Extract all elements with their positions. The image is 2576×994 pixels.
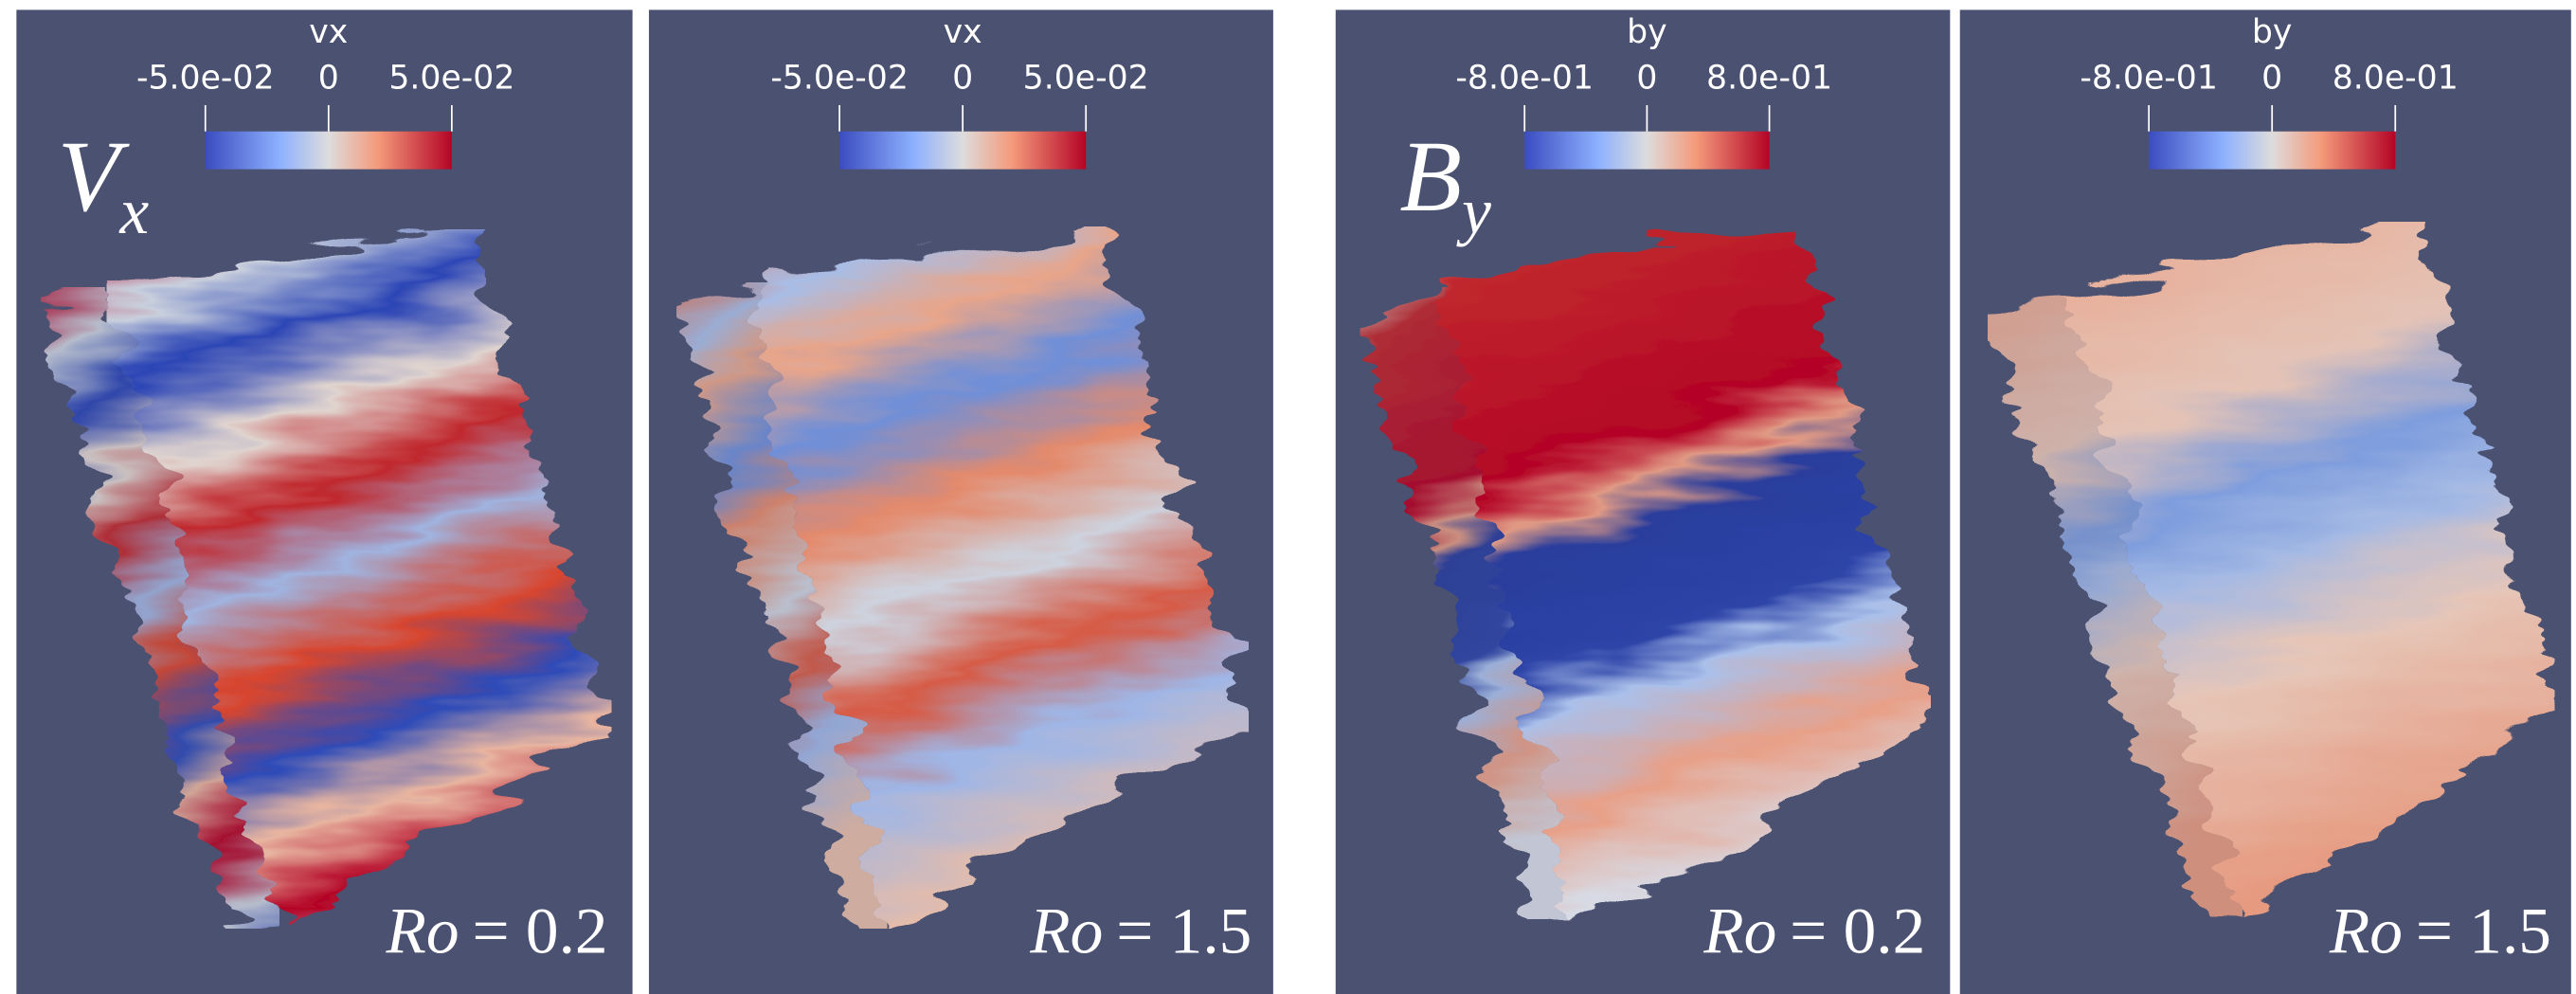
colorbar-title: vx bbox=[944, 13, 982, 51]
rossby-symbol: Ro bbox=[1702, 895, 1776, 968]
rossby-value: = 0.2 bbox=[1790, 895, 1925, 968]
field-subscript: y bbox=[1456, 175, 1491, 248]
rossby-value: = 1.5 bbox=[2416, 895, 2551, 968]
colorbar-title: vx bbox=[309, 13, 348, 51]
colorbar bbox=[1524, 132, 1769, 170]
colorbar-tick-label: 0 bbox=[318, 60, 339, 98]
colorbar-tick-label: 8.0e-01 bbox=[2333, 60, 2459, 98]
colorbar-tick-label: 8.0e-01 bbox=[1706, 60, 1832, 98]
rossby-label: Ro= 0.2 bbox=[1702, 895, 1925, 968]
field-subscript: x bbox=[118, 175, 149, 248]
colorbar-tick-label: -8.0e-01 bbox=[2080, 60, 2218, 98]
rossby-value: = 1.5 bbox=[1116, 895, 1252, 968]
figure: vx-5.0e-0205.0e-02VxRo= 0.2vx-5.0e-0205.… bbox=[0, 0, 2576, 994]
colorbar-title: by bbox=[1627, 13, 1667, 51]
rossby-label: Ro= 0.2 bbox=[386, 895, 608, 968]
colorbar-tick-label: -5.0e-02 bbox=[770, 60, 909, 98]
colorbar-tick-label: 5.0e-02 bbox=[1023, 60, 1149, 98]
field-symbol: V bbox=[58, 120, 130, 233]
colorbar bbox=[206, 132, 452, 170]
colorbar-tick-label: -5.0e-02 bbox=[136, 60, 275, 98]
rossby-symbol: Ro bbox=[2329, 895, 2403, 968]
rossby-label: Ro= 1.5 bbox=[2329, 895, 2551, 968]
rossby-symbol: Ro bbox=[1029, 895, 1103, 968]
colorbar bbox=[2149, 132, 2395, 170]
colorbar bbox=[839, 132, 1086, 170]
colorbar-tick-label: 0 bbox=[2261, 60, 2282, 98]
colorbar-tick-label: 0 bbox=[1636, 60, 1657, 98]
rossby-symbol: Ro bbox=[386, 895, 459, 968]
rossby-value: = 0.2 bbox=[472, 895, 607, 968]
colorbar-tick-label: 5.0e-02 bbox=[388, 60, 514, 98]
slabs bbox=[41, 222, 2554, 929]
colorbar-tick-label: 0 bbox=[952, 60, 973, 98]
colorbar-tick-label: -8.0e-01 bbox=[1455, 60, 1594, 98]
field-symbol: B bbox=[1399, 120, 1462, 233]
colorbar-title: by bbox=[2252, 13, 2293, 51]
rossby-label: Ro= 1.5 bbox=[1029, 895, 1252, 968]
